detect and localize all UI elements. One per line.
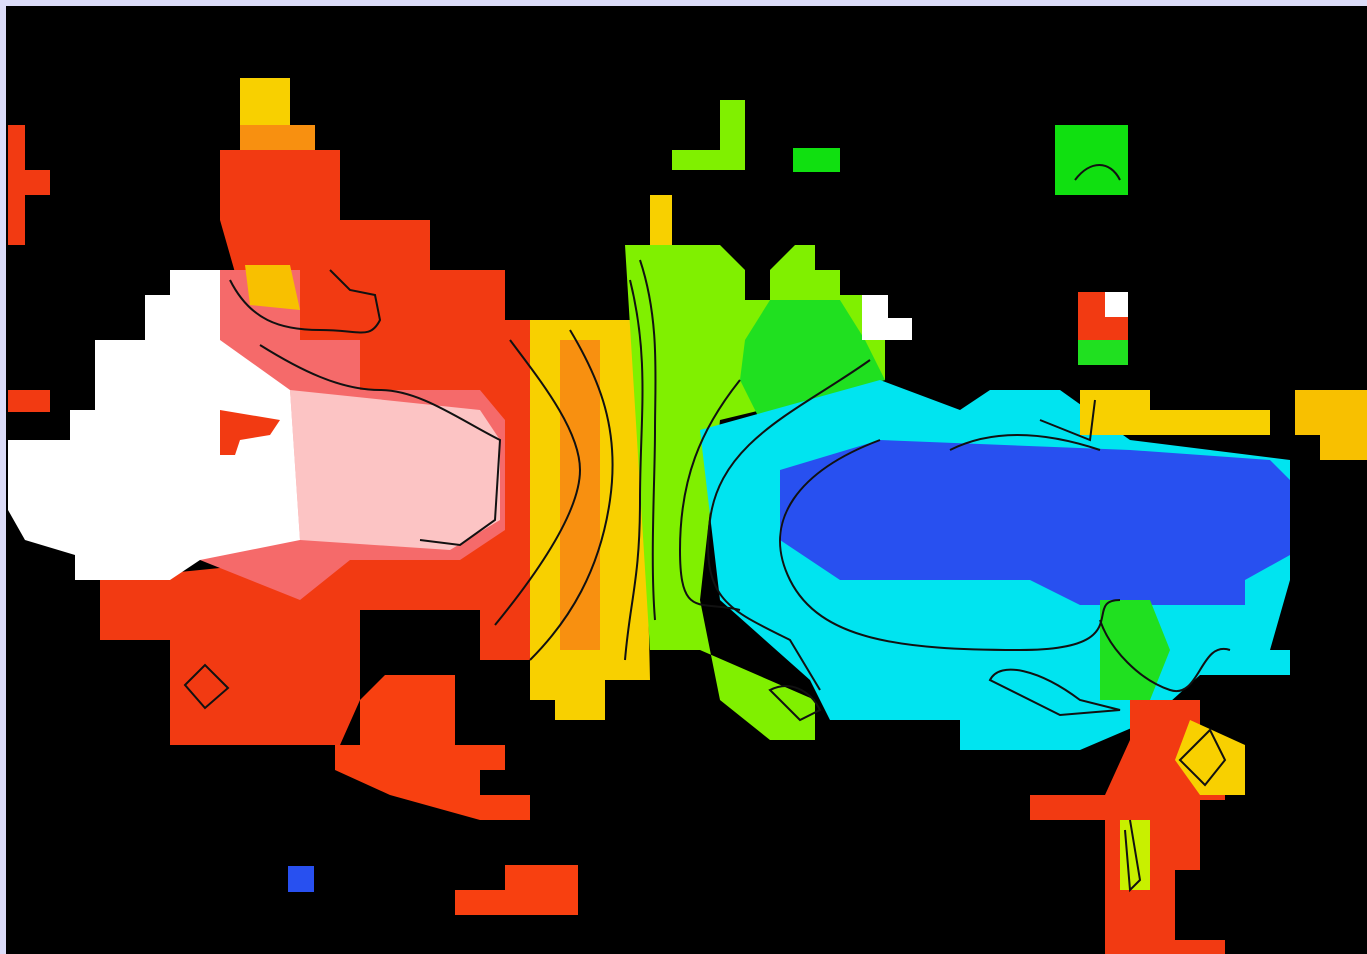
region-orange (240, 125, 315, 150)
region-white (1105, 292, 1128, 317)
region-blue (288, 866, 314, 892)
region-light-pink (290, 390, 500, 550)
region-green (793, 148, 840, 172)
region-green (1055, 125, 1128, 195)
page (0, 0, 1367, 954)
region-red (8, 390, 50, 412)
velocity-map (0, 0, 1367, 954)
region-yellow (240, 78, 290, 125)
region-orange (560, 340, 600, 650)
region-green (1078, 340, 1128, 365)
